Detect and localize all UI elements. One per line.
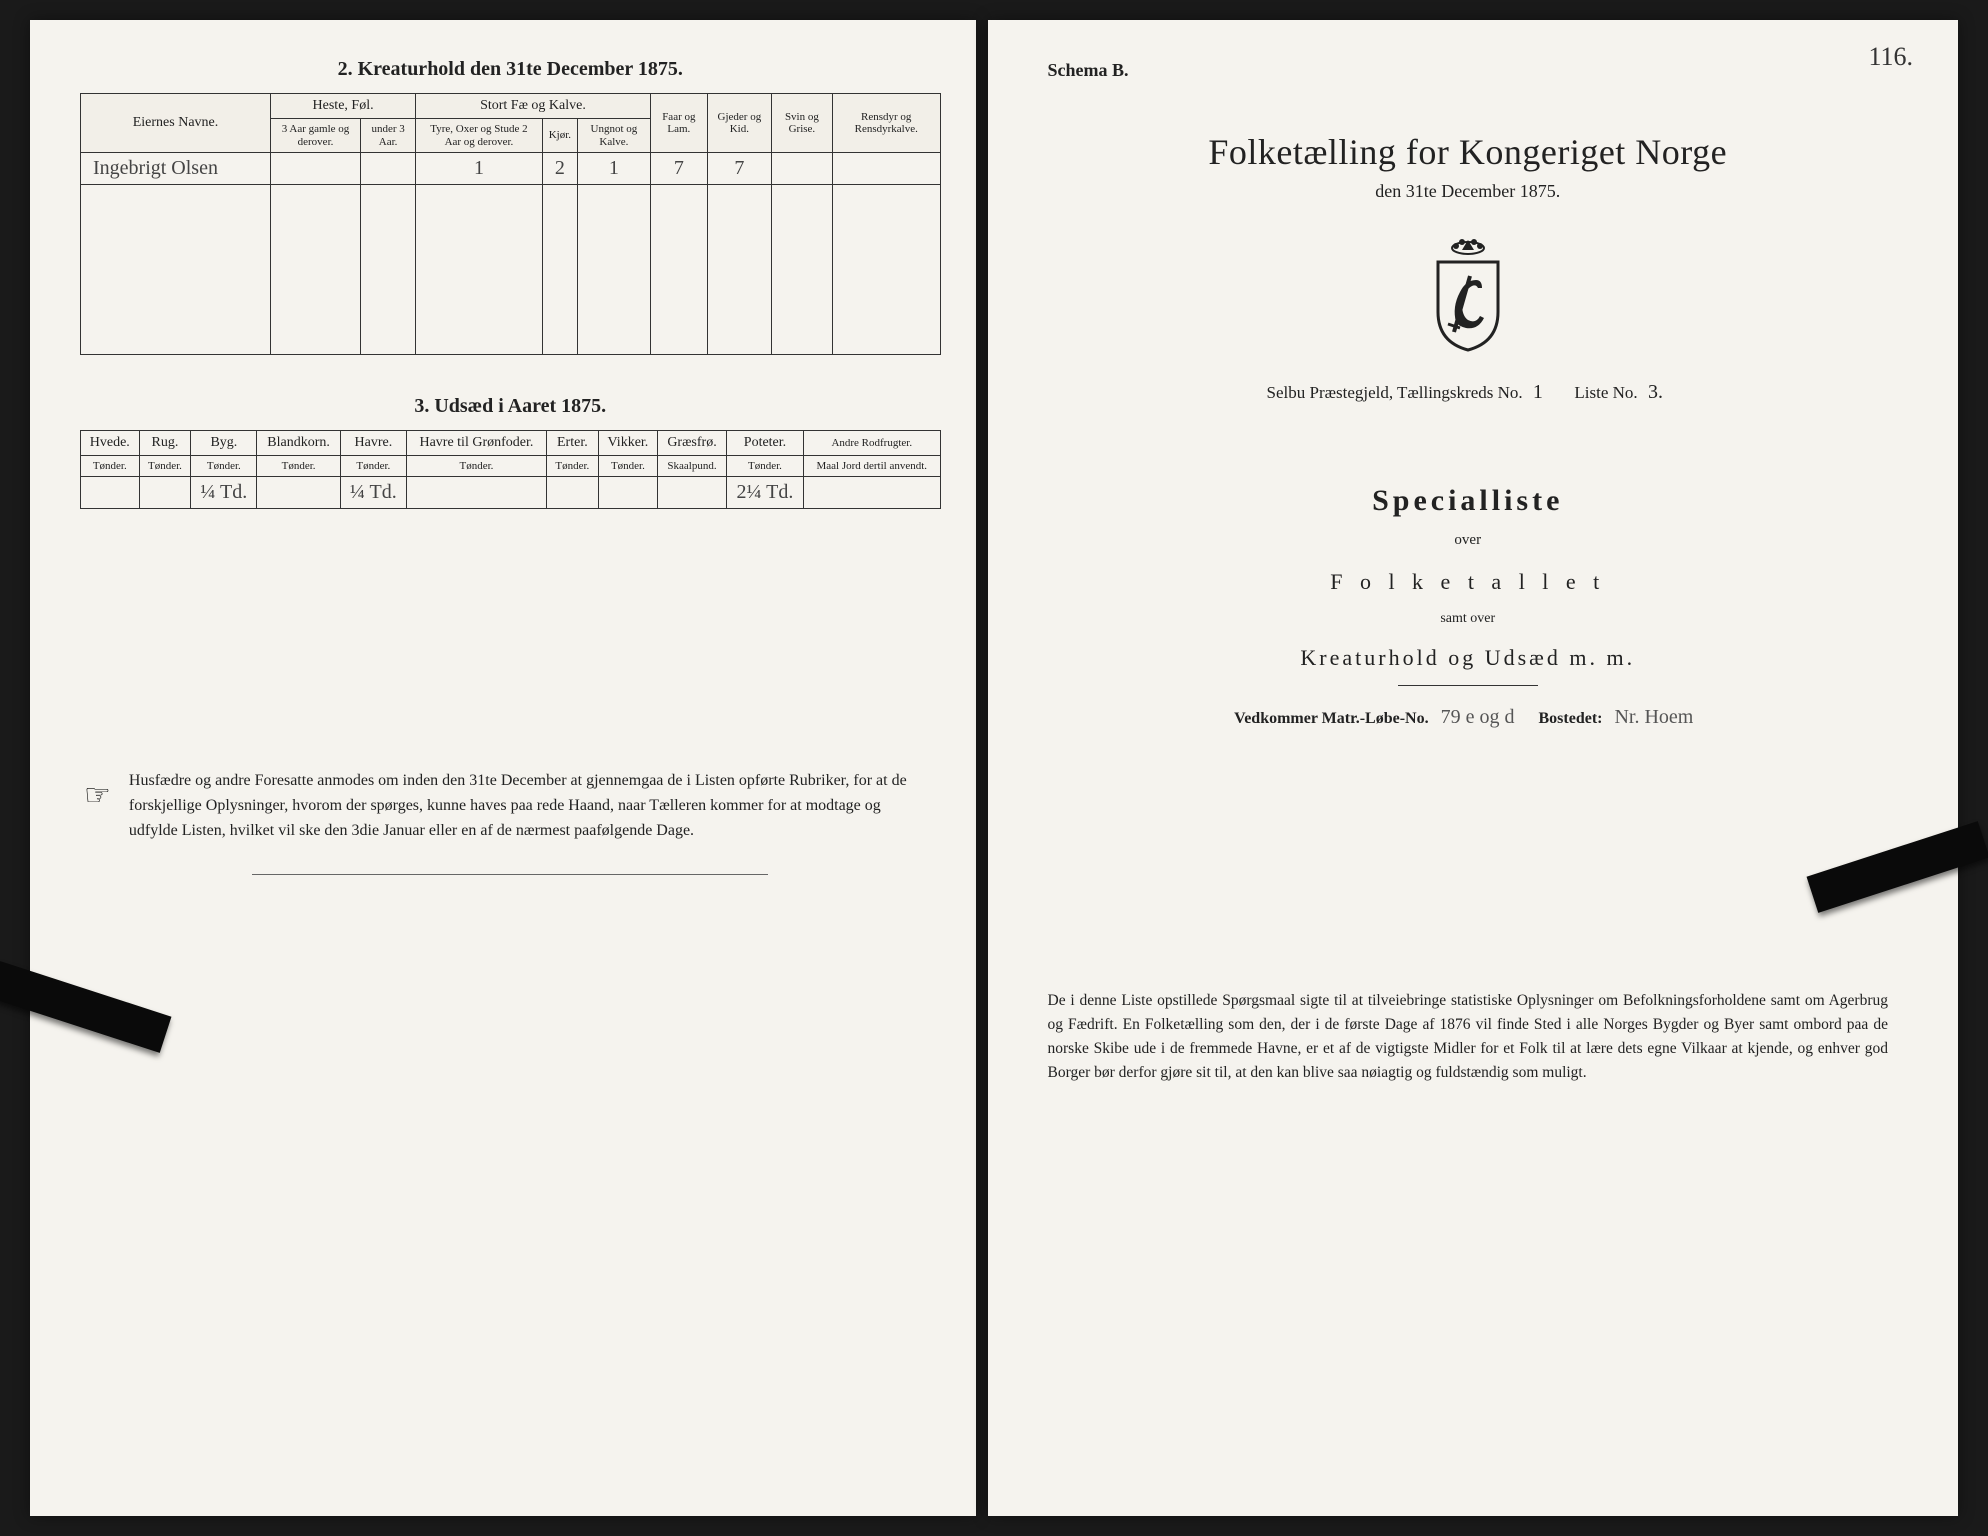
val-s1: 1 <box>416 153 543 185</box>
val-faar: 7 <box>650 153 707 185</box>
unit: Tønder. <box>546 456 598 477</box>
owner-name: Ingebrigt Olsen <box>81 153 271 185</box>
kreds-no: 1 <box>1527 381 1549 403</box>
unit: Tønder. <box>257 456 340 477</box>
col-rens: Rensdyr og Rensdyrkalve. <box>832 94 940 153</box>
col-havre: Havre. <box>340 431 406 456</box>
unit: Maal Jord dertil anvendt. <box>804 456 940 477</box>
paper-clip-right <box>1807 821 1988 913</box>
grp-stortfae: Stort Fæ og Kalve. <box>416 94 651 119</box>
parish-text: Selbu Præstegjeld, Tællingskreds No. <box>1267 383 1523 402</box>
val-pot: 2¼ Td. <box>726 477 803 509</box>
unit: Tønder. <box>139 456 191 477</box>
col-svin: Svin og Grise. <box>771 94 832 153</box>
livestock-table: Eiernes Navne. Heste, Føl. Stort Fæ og K… <box>80 93 941 355</box>
bosted: Nr. Hoem <box>1606 706 1701 728</box>
matr-no: 79 e og d <box>1433 706 1523 728</box>
unit: Tønder. <box>191 456 257 477</box>
page-number: 116. <box>1868 42 1913 72</box>
right-page: Schema B. 116. Folketælling for Kongerig… <box>988 20 1959 1516</box>
col-gjed: Gjeder og Kid. <box>707 94 771 153</box>
bottom-text: De i denne Liste opstillede Spørgsmaal s… <box>1048 992 1889 1081</box>
col-s2: Kjør. <box>542 119 577 153</box>
left-page: 2. Kreaturhold den 31te December 1875. E… <box>30 20 976 1516</box>
seed-table: Hvede. Rug. Byg. Blandkorn. Havre. Havre… <box>80 430 941 509</box>
col-faar: Faar og Lam. <box>650 94 707 153</box>
bosted-label: Bostedet: <box>1539 710 1603 727</box>
over-label: over <box>1038 532 1899 549</box>
census-subtitle: den 31te December 1875. <box>1038 181 1899 202</box>
unit: Tønder. <box>726 456 803 477</box>
vedkommer-line: Vedkommer Matr.-Løbe-No. 79 e og d Boste… <box>1038 706 1899 729</box>
col-s3: Ungnot og Kalve. <box>578 119 651 153</box>
census-title: Folketælling for Kongeriget Norge <box>1038 131 1899 173</box>
section3-title: 3. Udsæd i Aaret 1875. <box>80 395 941 418</box>
divider <box>1398 685 1538 686</box>
section2-title: 2. Kreaturhold den 31te December 1875. <box>80 58 941 81</box>
unit: Tønder. <box>598 456 657 477</box>
pointing-hand-icon: ☞ <box>84 773 111 820</box>
samt-label: samt over <box>1038 611 1899 627</box>
val-havre: ¼ Td. <box>340 477 406 509</box>
col-s1: Tyre, Oxer og Stude 2 Aar og derover. <box>416 119 543 153</box>
data-row: Ingebrigt Olsen 1 2 1 7 7 <box>81 153 941 185</box>
col-vikker: Vikker. <box>598 431 657 456</box>
kreatur-heading: Kreaturhold og Udsæd m. m. <box>1038 645 1899 671</box>
folketallet-heading: F o l k e t a l l e t <box>1038 569 1899 595</box>
seed-row: ¼ Td. ¼ Td. 2¼ Td. <box>81 477 941 509</box>
col-havregron: Havre til Grønfoder. <box>406 431 546 456</box>
divider <box>252 874 768 875</box>
grp-heste: Heste, Føl. <box>271 94 416 119</box>
col-erter: Erter. <box>546 431 598 456</box>
liste-no: 3. <box>1642 381 1669 403</box>
parish-line: Selbu Præstegjeld, Tællingskreds No. 1 L… <box>1038 381 1899 404</box>
col-names: Eiernes Navne. <box>81 94 271 153</box>
col-andre: Andre Rodfrugter. <box>804 431 940 456</box>
unit: Tønder. <box>81 456 140 477</box>
col-h2: under 3 Aar. <box>361 119 416 153</box>
col-rug: Rug. <box>139 431 191 456</box>
col-byg: Byg. <box>191 431 257 456</box>
unit: Skaalpund. <box>658 456 727 477</box>
footer-note: ☞ Husfædre og andre Foresatte anmodes om… <box>80 769 941 843</box>
val-byg: ¼ Td. <box>191 477 257 509</box>
schema-label: Schema B. <box>1048 60 1899 81</box>
vedk-pre: Vedkommer Matr.-Løbe-No. <box>1234 710 1429 727</box>
col-h1: 3 Aar gamle og derover. <box>271 119 361 153</box>
unit: Tønder. <box>340 456 406 477</box>
val-s2: 2 <box>542 153 577 185</box>
liste-label: Liste No. <box>1574 383 1637 402</box>
col-hvede: Hvede. <box>81 431 140 456</box>
col-graes: Græsfrø. <box>658 431 727 456</box>
empty-row <box>81 185 941 355</box>
specialliste-heading: Specialliste <box>1038 484 1899 518</box>
col-poteter: Poteter. <box>726 431 803 456</box>
val-gjed: 7 <box>707 153 771 185</box>
paper-clip-left <box>0 961 171 1053</box>
coat-of-arms-icon <box>1038 232 1899 357</box>
col-bland: Blandkorn. <box>257 431 340 456</box>
footer-text: Husfædre og andre Foresatte anmodes om i… <box>129 769 921 843</box>
val-s3: 1 <box>578 153 651 185</box>
bottom-paragraph: De i denne Liste opstillede Spørgsmaal s… <box>1038 989 1899 1085</box>
unit: Tønder. <box>406 456 546 477</box>
